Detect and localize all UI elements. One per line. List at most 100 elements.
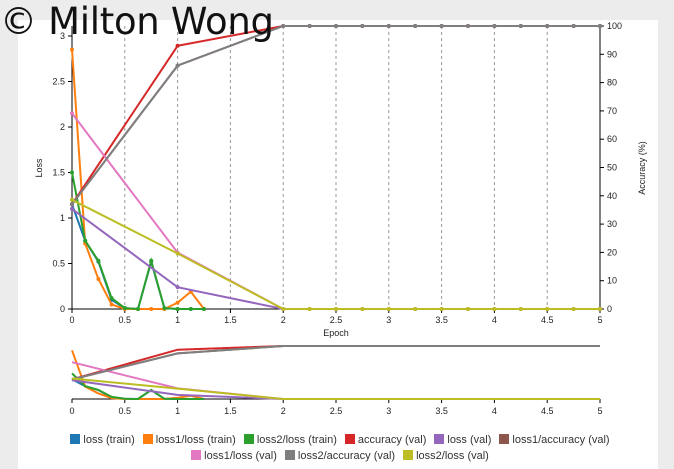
data-point [70,202,74,207]
data-point [386,307,391,311]
legend-swatch [403,450,414,460]
data-point [413,307,418,311]
legend-item[interactable]: accuracy (val) [344,432,427,448]
data-point [83,238,88,243]
data-point [162,306,167,311]
legend-swatch [142,434,153,444]
data-point [386,24,391,28]
data-point [70,170,74,175]
x-tick-label: 3.5 [435,315,448,325]
legend-item[interactable]: loss1/accuracy (val) [499,432,610,448]
y2-tick-label: 70 [607,106,617,116]
overview-x-tick-label: 4 [492,406,497,416]
data-point [175,251,180,256]
y2-tick-label: 10 [607,276,617,286]
data-point [281,307,286,311]
data-point [70,206,74,211]
y2-tick-label: 100 [607,21,622,31]
y-tick-label: 0 [60,304,65,314]
data-point [96,276,101,281]
x-axis-title: Epoch [323,328,349,338]
data-point [492,24,497,28]
data-point [188,307,193,311]
y2-tick-label: 40 [607,191,617,201]
legend-label: accuracy (val) [357,434,427,446]
main-axes: 0 0.5 1 1.5 2 2.5 3 3.5 4 4.5 500.511.522.53010203… [52,21,622,325]
data-point [70,197,74,202]
data-point [334,24,338,28]
data-point [334,307,338,311]
overview-x-tick-label: 0.5 [119,406,132,416]
overview-series-line-6 [71,361,600,400]
legend-item[interactable]: loss1/loss (train) [142,432,236,448]
legend-swatch [243,434,254,444]
data-point [598,24,602,28]
y-tick-label: 3 [60,31,65,41]
overview-x-tick-label: 2 [281,406,286,416]
y-tick-label: 2.5 [52,77,65,87]
legend-swatch [499,434,510,444]
overview-series-line-7 [71,345,600,381]
data-point [492,307,497,311]
legend-label: loss2/loss (train) [256,434,337,446]
y2-axis-title: Accuracy (%) [637,141,647,195]
y-tick-label: 1 [60,213,65,223]
x-tick-label: 2.5 [330,315,343,325]
overview-x-tick-label: 0 [69,406,74,416]
y2-tick-label: 60 [607,134,617,144]
y-tick-label: 2 [60,122,65,132]
data-point [360,307,365,311]
x-tick-label: 1.5 [224,315,237,325]
legend-swatch [191,450,202,460]
data-point [149,307,154,311]
legend-item[interactable]: loss (train) [70,432,135,448]
main-grid [124,26,548,309]
legend-item[interactable]: loss2/loss (train) [243,432,337,448]
overview-x-tick-label: 3 [386,406,391,416]
legend-label: loss2/accuracy (val) [297,450,396,462]
x-tick-label: 4.5 [541,315,554,325]
data-point [307,307,312,311]
overview-series[interactable] [71,345,600,401]
legend-item[interactable]: loss2/loss (val) [403,448,489,464]
legend-label: loss1/loss (train) [155,434,236,446]
y-tick-label: 0.5 [52,259,65,269]
data-point [175,43,180,48]
x-tick-label: 1 [175,315,180,325]
main-series [70,24,602,311]
data-point [175,300,180,305]
legend-item[interactable]: loss1/loss (val) [191,448,277,464]
y-axis-title: Loss [34,158,44,178]
data-point [70,111,74,116]
legend-swatch [344,434,355,444]
overview-x-tick-label: 3.5 [435,406,448,416]
data-point [122,306,127,311]
data-point [545,307,550,311]
overview-x-tick-label: 1.5 [224,406,237,416]
legend-item[interactable]: loss2/accuracy (val) [284,448,396,464]
data-point [360,24,365,28]
data-point [439,307,444,311]
data-point [466,307,470,311]
data-point [518,307,523,311]
legend: loss (train) loss1/loss (train) loss2/loss… [40,432,640,464]
x-tick-label: 5 [597,315,602,325]
overview-series-line-3 [71,345,600,381]
legend-item[interactable]: loss (val) [434,432,491,448]
data-point [571,24,576,28]
legend-label: loss2/loss (val) [416,450,489,462]
data-point [175,63,180,68]
data-point [466,24,470,28]
legend-swatch [284,450,295,460]
y2-tick-label: 30 [607,219,617,229]
y-tick-label: 1.5 [52,168,65,178]
legend-label: loss1/accuracy (val) [512,434,610,446]
data-point [70,47,74,52]
overview-series-line-8 [71,377,600,400]
data-point [307,24,312,28]
overview-axes: 0 0.5 1 1.5 2 2.5 3 3.5 4 4.5 5 [69,398,603,416]
x-tick-label: 0 [69,315,74,325]
data-point [109,296,114,301]
data-point [136,307,140,311]
y2-tick-label: 90 [607,49,617,59]
